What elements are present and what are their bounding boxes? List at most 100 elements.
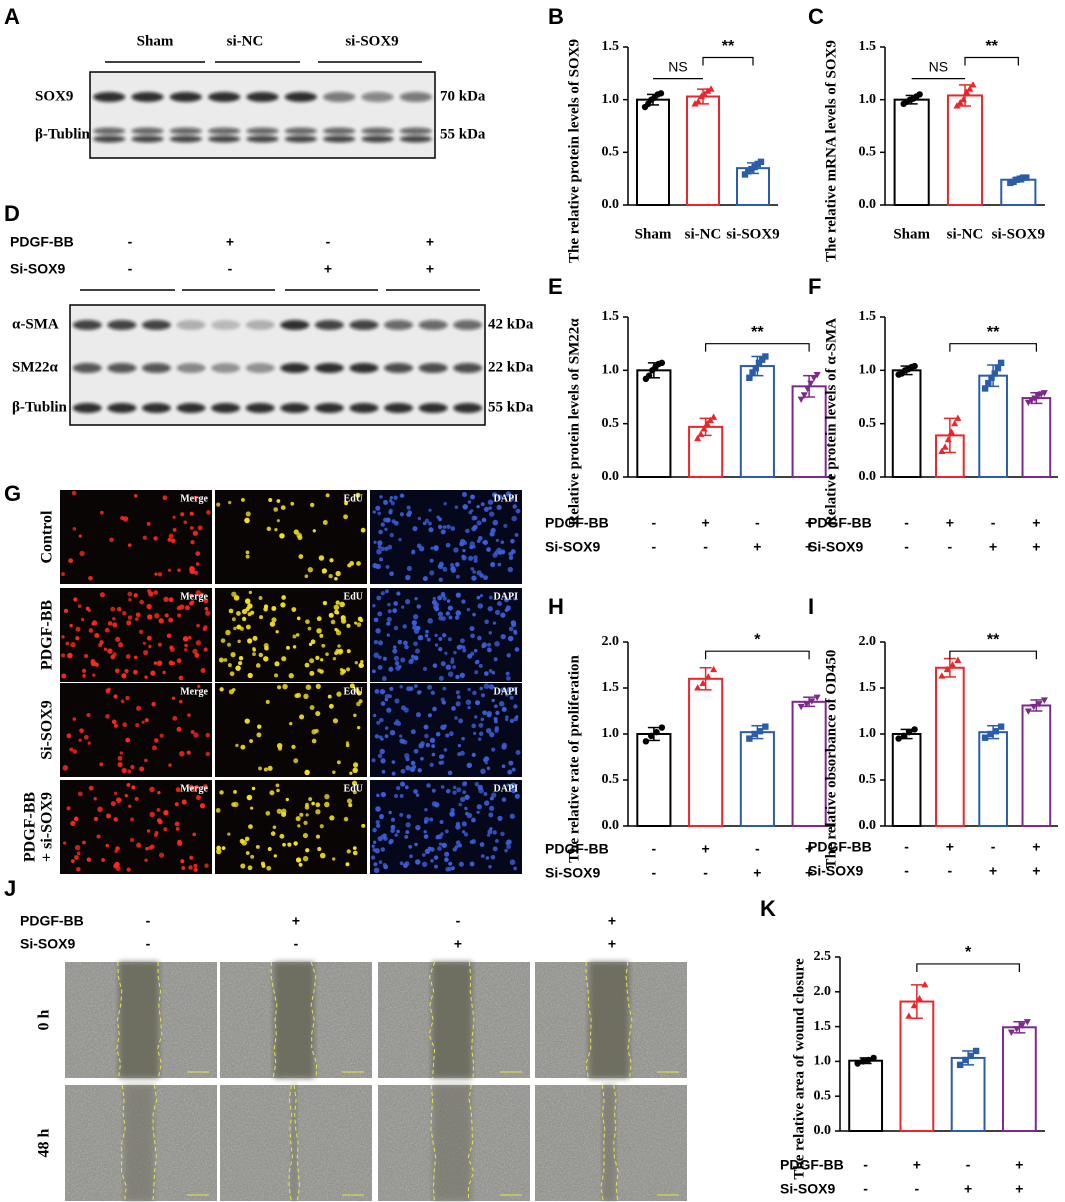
panel-letter: J [4, 876, 16, 901]
cell-nucleus [402, 624, 407, 629]
data-point [751, 730, 758, 738]
significance-label: ** [985, 38, 998, 55]
cell-nucleus [428, 508, 432, 512]
cell-nucleus [451, 706, 456, 711]
cell-nucleus [79, 728, 84, 734]
cell-nucleus [434, 864, 438, 869]
cell-nucleus [487, 499, 494, 505]
significance-label: ** [987, 324, 1000, 341]
cell-nucleus [405, 574, 411, 581]
cell-nucleus [78, 534, 82, 538]
cell-nucleus [508, 552, 512, 556]
data-point [967, 1052, 974, 1060]
cell-nucleus [215, 808, 221, 813]
cell-nucleus [455, 674, 460, 680]
cell-nucleus [500, 831, 505, 837]
condition-mark: - [948, 539, 953, 555]
cell-nucleus [380, 758, 386, 764]
size-label: 55 kDa [488, 399, 534, 415]
cell-nucleus [241, 608, 248, 615]
cell-nucleus [274, 661, 280, 667]
bar [791, 385, 827, 479]
cell-nucleus [156, 807, 161, 812]
cell-nucleus [268, 497, 273, 502]
row-label: PDGF-BB [22, 792, 39, 863]
cell-nucleus [146, 603, 152, 610]
row-label: + si-SOX9 [39, 792, 56, 862]
cell-nucleus [231, 591, 237, 597]
cell-nucleus [515, 715, 519, 719]
cell-nucleus [488, 668, 493, 673]
blot-band [107, 320, 137, 330]
cell-nucleus [458, 644, 463, 650]
cell-nucleus [347, 563, 352, 568]
cell-nucleus [352, 762, 359, 768]
cell-nucleus [187, 635, 192, 640]
channel-label: DAPI [494, 591, 519, 602]
y-tick-label: 0.5 [859, 772, 877, 787]
cell-nucleus [281, 656, 287, 662]
cell-nucleus [469, 861, 475, 867]
cell-nucleus [424, 633, 429, 638]
cell-nucleus [430, 690, 436, 695]
cell-nucleus [139, 766, 145, 772]
cell-nucleus [195, 562, 200, 566]
condition-mark: - [863, 1157, 868, 1173]
cell-nucleus [442, 596, 447, 601]
cell-nucleus [371, 669, 376, 674]
cell-nucleus [311, 801, 315, 806]
cell-nucleus [104, 627, 110, 633]
cell-nucleus [503, 523, 508, 528]
cell-nucleus [385, 565, 390, 569]
cell-nucleus [255, 844, 260, 849]
wound-edge [116, 961, 123, 1079]
cell-nucleus [295, 816, 301, 822]
cell-nucleus [133, 669, 138, 675]
cell-nucleus [119, 751, 123, 755]
cell-nucleus [504, 848, 508, 853]
significance-label: ** [751, 324, 764, 341]
condition-mark: - [128, 234, 133, 250]
cell-nucleus [376, 549, 382, 555]
cell-nucleus [360, 527, 366, 533]
condition-mark: - [128, 261, 133, 277]
cell-nucleus [454, 716, 458, 720]
cell-nucleus [389, 838, 394, 844]
cell-nucleus [497, 494, 503, 500]
cell-nucleus [422, 666, 428, 671]
cell-nucleus [231, 617, 236, 622]
cell-nucleus [393, 793, 399, 799]
cell-nucleus [199, 803, 206, 809]
cell-nucleus [305, 813, 309, 817]
cell-nucleus [134, 494, 138, 498]
cell-nucleus [452, 785, 457, 790]
cell-nucleus [390, 824, 396, 830]
cell-nucleus [515, 749, 521, 755]
cell-nucleus [413, 628, 420, 634]
cell-nucleus [389, 571, 394, 577]
condition-mark: - [863, 1181, 868, 1197]
row-label: SM22α [12, 359, 59, 375]
cell-nucleus [505, 693, 509, 697]
bar [891, 369, 922, 479]
cell-nucleus [356, 725, 361, 730]
cell-nucleus [70, 859, 75, 863]
cell-nucleus [456, 695, 461, 699]
cell-nucleus [356, 701, 361, 707]
cell-nucleus [180, 859, 185, 864]
cell-nucleus [492, 846, 498, 852]
cell-nucleus [438, 675, 444, 681]
cell-nucleus [382, 833, 387, 838]
data-point [810, 375, 818, 382]
condition-name: Si-SOX9 [10, 261, 65, 277]
data-point [906, 728, 913, 736]
cell-nucleus [378, 529, 383, 535]
channel-label: DAPI [494, 686, 519, 697]
cell-nucleus [380, 847, 386, 852]
cell-nucleus [153, 833, 158, 838]
cell-nucleus [376, 793, 380, 798]
cell-nucleus [80, 617, 85, 622]
cell-nucleus [455, 840, 461, 845]
cell-nucleus [440, 785, 445, 789]
blot-band [453, 403, 483, 413]
